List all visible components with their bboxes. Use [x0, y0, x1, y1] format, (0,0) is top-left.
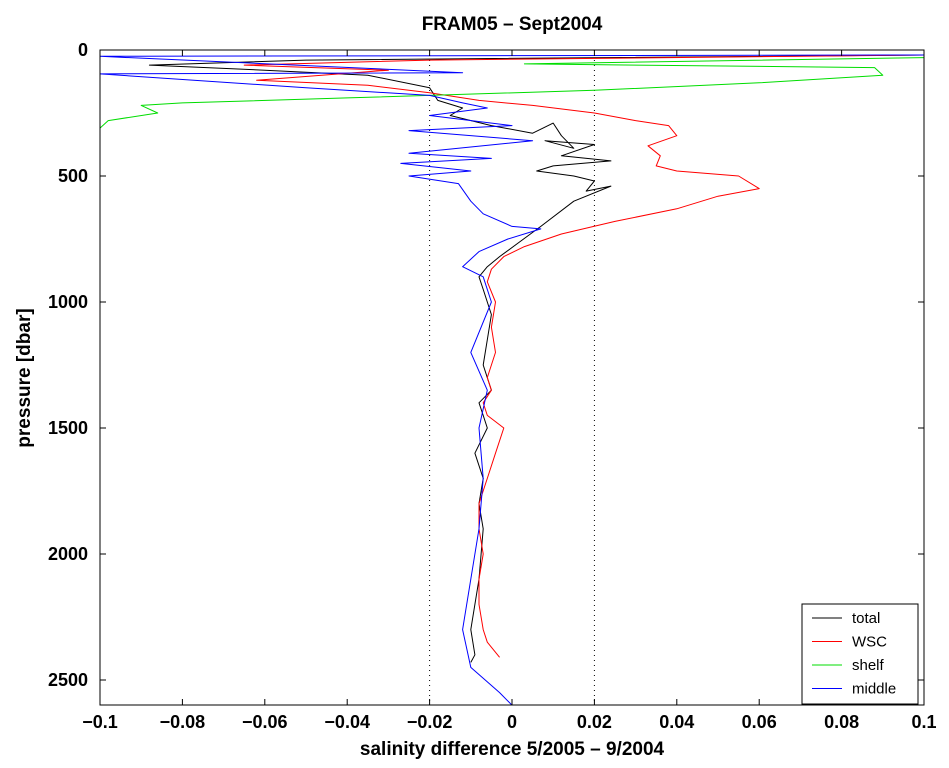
y-tick-label: 1000 — [48, 292, 88, 312]
legend-label-total: total — [852, 610, 880, 627]
series-line-shelf — [99, 57, 925, 129]
y-axis-label: pressure [dbar] — [14, 308, 35, 447]
x-tick-label: 0.06 — [742, 712, 777, 732]
x-tick-label: −0.08 — [160, 712, 206, 732]
series-lines — [99, 54, 925, 706]
reference-lines — [429, 50, 595, 705]
x-axis-label: salinity difference 5/2005 – 9/2004 — [360, 739, 665, 760]
chart-title: FRAM05 – Sept2004 — [422, 14, 603, 35]
legend-label-WSC: WSC — [852, 634, 887, 651]
legend-label-shelf: shelf — [852, 657, 885, 674]
x-tick-label: −0.1 — [82, 712, 118, 732]
x-tick-label: −0.06 — [242, 712, 288, 732]
series-line-middle — [99, 54, 925, 706]
series-line-WSC — [243, 54, 925, 658]
x-tick-label: 0.08 — [824, 712, 859, 732]
series-line-total — [148, 54, 925, 663]
x-tick-label: 0.02 — [577, 712, 612, 732]
legend: total WSC shelf middle — [801, 603, 919, 705]
legend-box — [801, 603, 919, 705]
y-tick-label: 2500 — [48, 670, 88, 690]
axis-ticks: −0.1 −0.08 −0.06 −0.04 −0.02 0 0.02 0.04 0.06 0.0… — [48, 40, 937, 732]
x-tick-label: 0 — [507, 712, 517, 732]
y-tick-label: 0 — [78, 40, 88, 60]
x-tick-label: 0.1 — [911, 712, 936, 732]
y-tick-label: 1500 — [48, 418, 88, 438]
plot-frame — [99, 49, 925, 706]
x-tick-label: 0.04 — [659, 712, 694, 732]
x-tick-label: −0.04 — [324, 712, 370, 732]
y-tick-label: 500 — [58, 166, 88, 186]
legend-label-middle: middle — [852, 681, 896, 698]
x-tick-label: −0.02 — [407, 712, 453, 732]
y-tick-label: 2000 — [48, 544, 88, 564]
